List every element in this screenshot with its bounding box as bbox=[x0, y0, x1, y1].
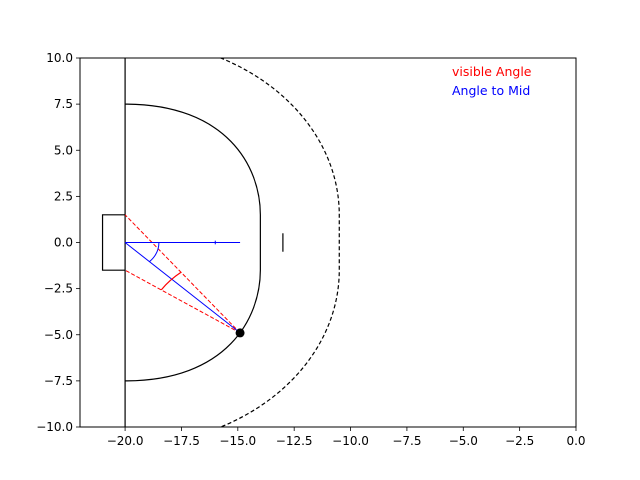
y-tick-label: 7.5 bbox=[54, 97, 73, 111]
y-tick-label: 5.0 bbox=[54, 143, 73, 157]
angle-to-mid-arc bbox=[149, 242, 160, 263]
x-tick-label: −17.5 bbox=[163, 434, 200, 448]
x-tick-label: −15.0 bbox=[219, 434, 256, 448]
legend: visible Angle Angle to Mid bbox=[452, 64, 532, 98]
legend-entry: visible Angle bbox=[452, 64, 532, 79]
x-tick-label: −5.0 bbox=[449, 434, 478, 448]
visible-angle-line-2 bbox=[124, 269, 241, 334]
x-tick-label: −10.0 bbox=[332, 434, 369, 448]
crease-line bbox=[125, 103, 261, 382]
position-point bbox=[235, 328, 245, 338]
visible-angle-line-1 bbox=[124, 214, 241, 334]
y-tick-label: −5.0 bbox=[44, 328, 73, 342]
x-tick-label: −20.0 bbox=[107, 434, 144, 448]
visible-angle-arc bbox=[160, 271, 182, 291]
y-tick-label: −2.5 bbox=[44, 282, 73, 296]
series-layer bbox=[124, 214, 245, 338]
y-tick-label: −7.5 bbox=[44, 374, 73, 388]
legend-entry: Angle to Mid bbox=[452, 83, 530, 98]
x-tick-label: −12.5 bbox=[276, 434, 313, 448]
x-axis: −20.0 −17.5 −15.0 −12.5 −10.0 −7.5 −5.0 −2.5 0.0 bbox=[107, 427, 586, 448]
x-tick-label: −2.5 bbox=[505, 434, 534, 448]
dashed-arc bbox=[219, 58, 340, 427]
x-tick-label: 0.0 bbox=[566, 434, 585, 448]
goal-box bbox=[101, 214, 126, 271]
y-tick-label: 10.0 bbox=[46, 51, 73, 65]
angle-to-mid-line-1 bbox=[124, 242, 241, 334]
x-tick-label: −7.5 bbox=[392, 434, 421, 448]
y-axis: 10.0 7.5 5.0 2.5 0.0 −2.5 −5.0 −7.5 −10.0 bbox=[36, 51, 80, 434]
y-tick-label: 0.0 bbox=[54, 236, 73, 250]
y-tick-label: 2.5 bbox=[54, 189, 73, 203]
y-tick-label: −10.0 bbox=[36, 420, 73, 434]
